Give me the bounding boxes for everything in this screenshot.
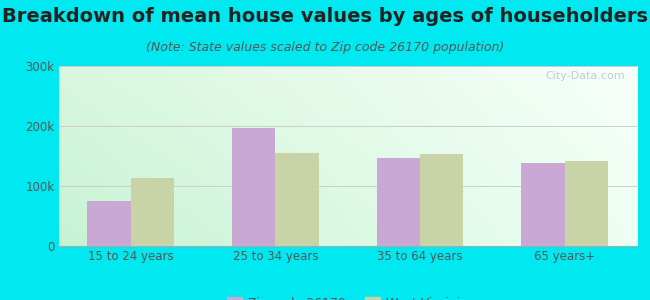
- Text: (Note: State values scaled to Zip code 26170 population): (Note: State values scaled to Zip code 2…: [146, 40, 504, 53]
- Text: Breakdown of mean house values by ages of householders: Breakdown of mean house values by ages o…: [2, 8, 648, 26]
- Bar: [521, 163, 565, 246]
- Bar: [131, 178, 174, 246]
- Legend: Zip code 26170, West Virginia: Zip code 26170, West Virginia: [222, 292, 473, 300]
- Bar: [420, 154, 463, 246]
- Text: City-Data.com: City-Data.com: [546, 71, 625, 81]
- Bar: [232, 128, 276, 246]
- Bar: [377, 158, 420, 246]
- Bar: [87, 201, 131, 246]
- Bar: [565, 161, 608, 246]
- Bar: [276, 153, 318, 246]
